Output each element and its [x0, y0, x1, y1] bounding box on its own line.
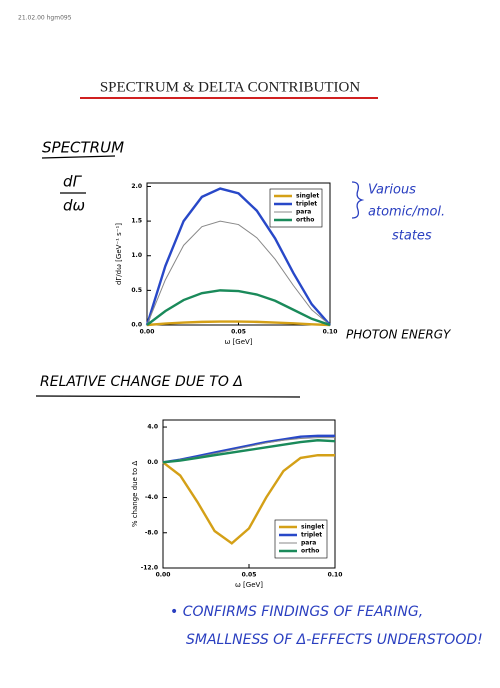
note-spectrum: SPECTRUM	[42, 139, 124, 157]
note-states: atomic/mol.	[368, 205, 445, 220]
legend-label: ortho	[296, 217, 314, 224]
x-axis-label: ω [GeV]	[235, 581, 263, 589]
x-tick-label: 0.00	[140, 329, 155, 336]
x-tick-label: 0.10	[323, 329, 338, 336]
y-tick-label: 1.5	[131, 218, 142, 225]
note-domega: dω	[63, 197, 85, 215]
legend-label: ortho	[301, 548, 319, 555]
note-relative-change: RELATIVE CHANGE DUE TO Δ	[40, 374, 243, 390]
stamp: 21.02.00 hgm095	[18, 15, 72, 22]
x-axis-label: ω [GeV]	[224, 338, 252, 346]
y-tick-label: -8.0	[145, 529, 158, 536]
series-line	[146, 220, 331, 326]
y-tick-label: -4.0	[145, 494, 158, 501]
y-axis-label: % change due to Δ	[131, 461, 139, 528]
y-tick-label: -12.0	[141, 565, 158, 572]
note-photon-energy: PHOTON ENERGY	[346, 328, 452, 342]
underline	[35, 395, 301, 398]
note-conclusion: SMALLNESS OF Δ-EFFECTS UNDERSTOOD!	[186, 632, 483, 648]
x-tick-label: 0.00	[156, 572, 171, 579]
series-line	[146, 320, 331, 327]
title: SPECTRUM & DELTA CONTRIBUTION	[100, 79, 361, 95]
underline	[41, 155, 116, 159]
y-tick-label: 1.0	[131, 252, 142, 259]
brace	[351, 181, 365, 219]
legend-label: triplet	[301, 532, 322, 539]
x-tick-label: 0.05	[231, 329, 246, 336]
series-line	[145, 187, 331, 326]
series-line	[146, 289, 331, 327]
y-tick-label: 4.0	[147, 424, 158, 431]
note-dgamma: dΓ	[63, 173, 83, 191]
series-line	[162, 454, 335, 545]
legend-label: triplet	[296, 201, 317, 208]
legend-label: para	[301, 540, 316, 547]
x-tick-label: 0.10	[328, 572, 343, 579]
series-line	[162, 439, 336, 464]
series-line	[162, 434, 335, 464]
x-tick-label: 0.05	[242, 572, 257, 579]
y-tick-label: 0.0	[147, 459, 158, 466]
legend-label: singlet	[301, 524, 324, 531]
legend-label: para	[296, 209, 311, 216]
legend-label: singlet	[296, 193, 319, 200]
note-states: states	[392, 229, 432, 244]
y-tick-label: 0.0	[131, 322, 142, 329]
y-axis-label: dΓ/dω [GeV⁻¹ s⁻¹]	[115, 223, 123, 285]
note-states: Various	[368, 183, 416, 198]
y-tick-label: 0.5	[131, 287, 142, 294]
y-tick-label: 2.0	[131, 183, 142, 190]
note-conclusion: • CONFIRMS FINDINGS OF FEARING,	[170, 604, 423, 620]
